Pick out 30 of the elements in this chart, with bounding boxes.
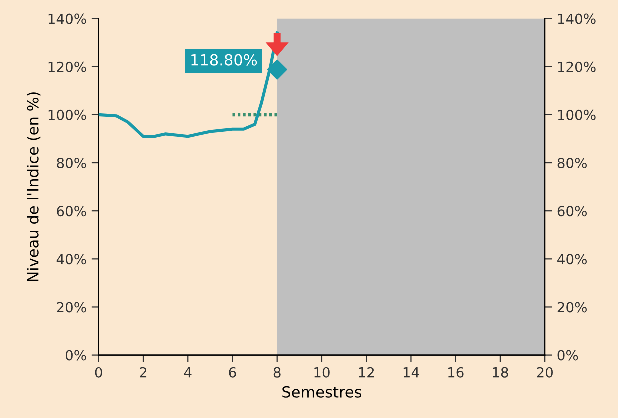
y-tick-label: 60% [57, 206, 86, 217]
x-tick-label: 8 [274, 367, 281, 378]
x-tick-label: 10 [314, 367, 330, 378]
y2-tick-label: 60% [558, 206, 587, 217]
x-tick-label: 6 [229, 367, 236, 378]
y-tick-label: 100% [48, 110, 86, 120]
y-tick-label: 140% [48, 14, 86, 24]
x-tick-label: 14 [404, 368, 420, 378]
y2-tick-label: 20% [558, 302, 587, 313]
y-axis-title: Niveau de l'Indice (en %) [27, 92, 41, 282]
y-tick-label: 120% [48, 62, 86, 72]
x-tick-label: 0 [95, 367, 102, 378]
data-label: 118.80% [192, 54, 258, 66]
x-tick-label: 12 [359, 367, 374, 378]
y2-tick-label: 120% [558, 62, 596, 72]
y2-tick-label: 80% [558, 158, 587, 168]
y-tick-label: 40% [56, 254, 86, 265]
x-tick-label: 2 [140, 367, 147, 378]
x-tick-label: 20 [537, 367, 553, 378]
y2-tick-label: 0% [558, 350, 578, 361]
x-axis-title: Semestres [282, 386, 362, 398]
y-tick-label: 0% [66, 350, 86, 361]
y2-tick-label: 100% [558, 110, 596, 120]
y2-tick-label: 40% [558, 254, 587, 265]
y-tick-label: 20% [57, 302, 86, 313]
y-tick-label: 80% [57, 158, 86, 168]
x-tick-label: 4 [184, 368, 192, 378]
y2-tick-label: 140% [558, 14, 596, 24]
x-tick-label: 18 [493, 367, 508, 378]
x-tick-label: 16 [448, 367, 464, 378]
